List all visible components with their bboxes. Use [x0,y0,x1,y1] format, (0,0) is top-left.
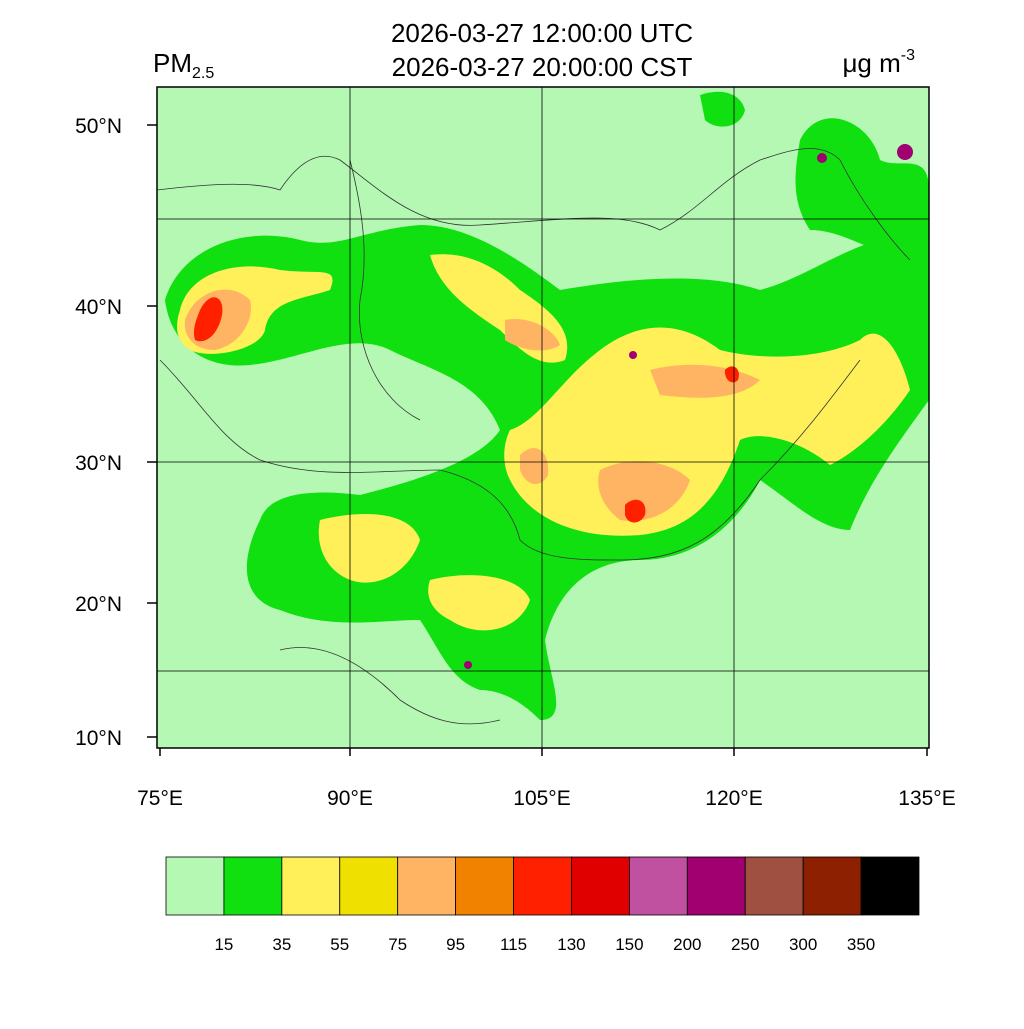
graticule [157,87,929,748]
colorbar-label: 130 [557,935,585,954]
variable-main: PM [153,48,192,78]
lat-label: 30°N [75,452,122,475]
units-sup: -3 [901,47,915,64]
colorbar-label: 95 [446,935,465,954]
colorbar-label: 35 [272,935,291,954]
title-utc: 2026-03-27 12:00:00 UTC [391,18,693,48]
colorbar-label: 250 [731,935,759,954]
colorbar-label: 150 [615,935,643,954]
title-cst: 2026-03-27 20:00:00 CST [392,52,693,82]
colorbar-box [513,856,572,916]
colorbar-label: 55 [330,935,349,954]
colorbar-box [686,856,746,916]
variable-sub: 2.5 [192,65,214,82]
colorbar-box [339,856,399,916]
lon-label: 135°E [898,787,955,810]
lat-label: 10°N [75,727,122,750]
lat-label: 40°N [75,296,122,319]
colorbar-box [223,856,283,916]
lat-label: 20°N [75,593,122,616]
colorbar-label: 115 [500,935,527,954]
axis-labels: 50°N 40°N 30°N 20°N 10°N 75°E 90°E 105°E 120°E 13… [75,115,956,810]
colorbar: 15 35 55 75 95 115 130 150 200 250 300 350 [165,856,920,954]
band-130 [193,297,739,523]
map-frame [156,86,930,749]
colorbar-box [571,856,630,916]
lon-label: 90°E [327,787,373,810]
units-main: μg m [842,48,900,78]
lat-label: 50°N [75,115,122,138]
lon-label: 75°E [137,787,183,810]
colorbar-box [281,856,341,916]
colorbar-label: 15 [214,935,233,954]
colorbar-label: 350 [847,935,875,954]
colorbar-box [860,856,920,916]
colorbar-box [455,856,514,916]
lon-label: 120°E [705,787,762,810]
colorbar-box [802,856,862,916]
units-label: μg m-3 [842,47,915,78]
map-field [157,87,929,748]
colorbar-box [744,856,804,916]
variable-label: PM2.5 [153,48,214,82]
colorbar-label: 200 [673,935,701,954]
colorbar-box [397,856,457,916]
band-250 [464,144,913,669]
colorbar-box [165,856,225,916]
colorbar-box [628,856,688,916]
colorbar-label: 300 [789,935,817,954]
boundaries [157,148,911,725]
lon-label: 105°E [513,787,570,810]
colorbar-label: 75 [388,935,407,954]
